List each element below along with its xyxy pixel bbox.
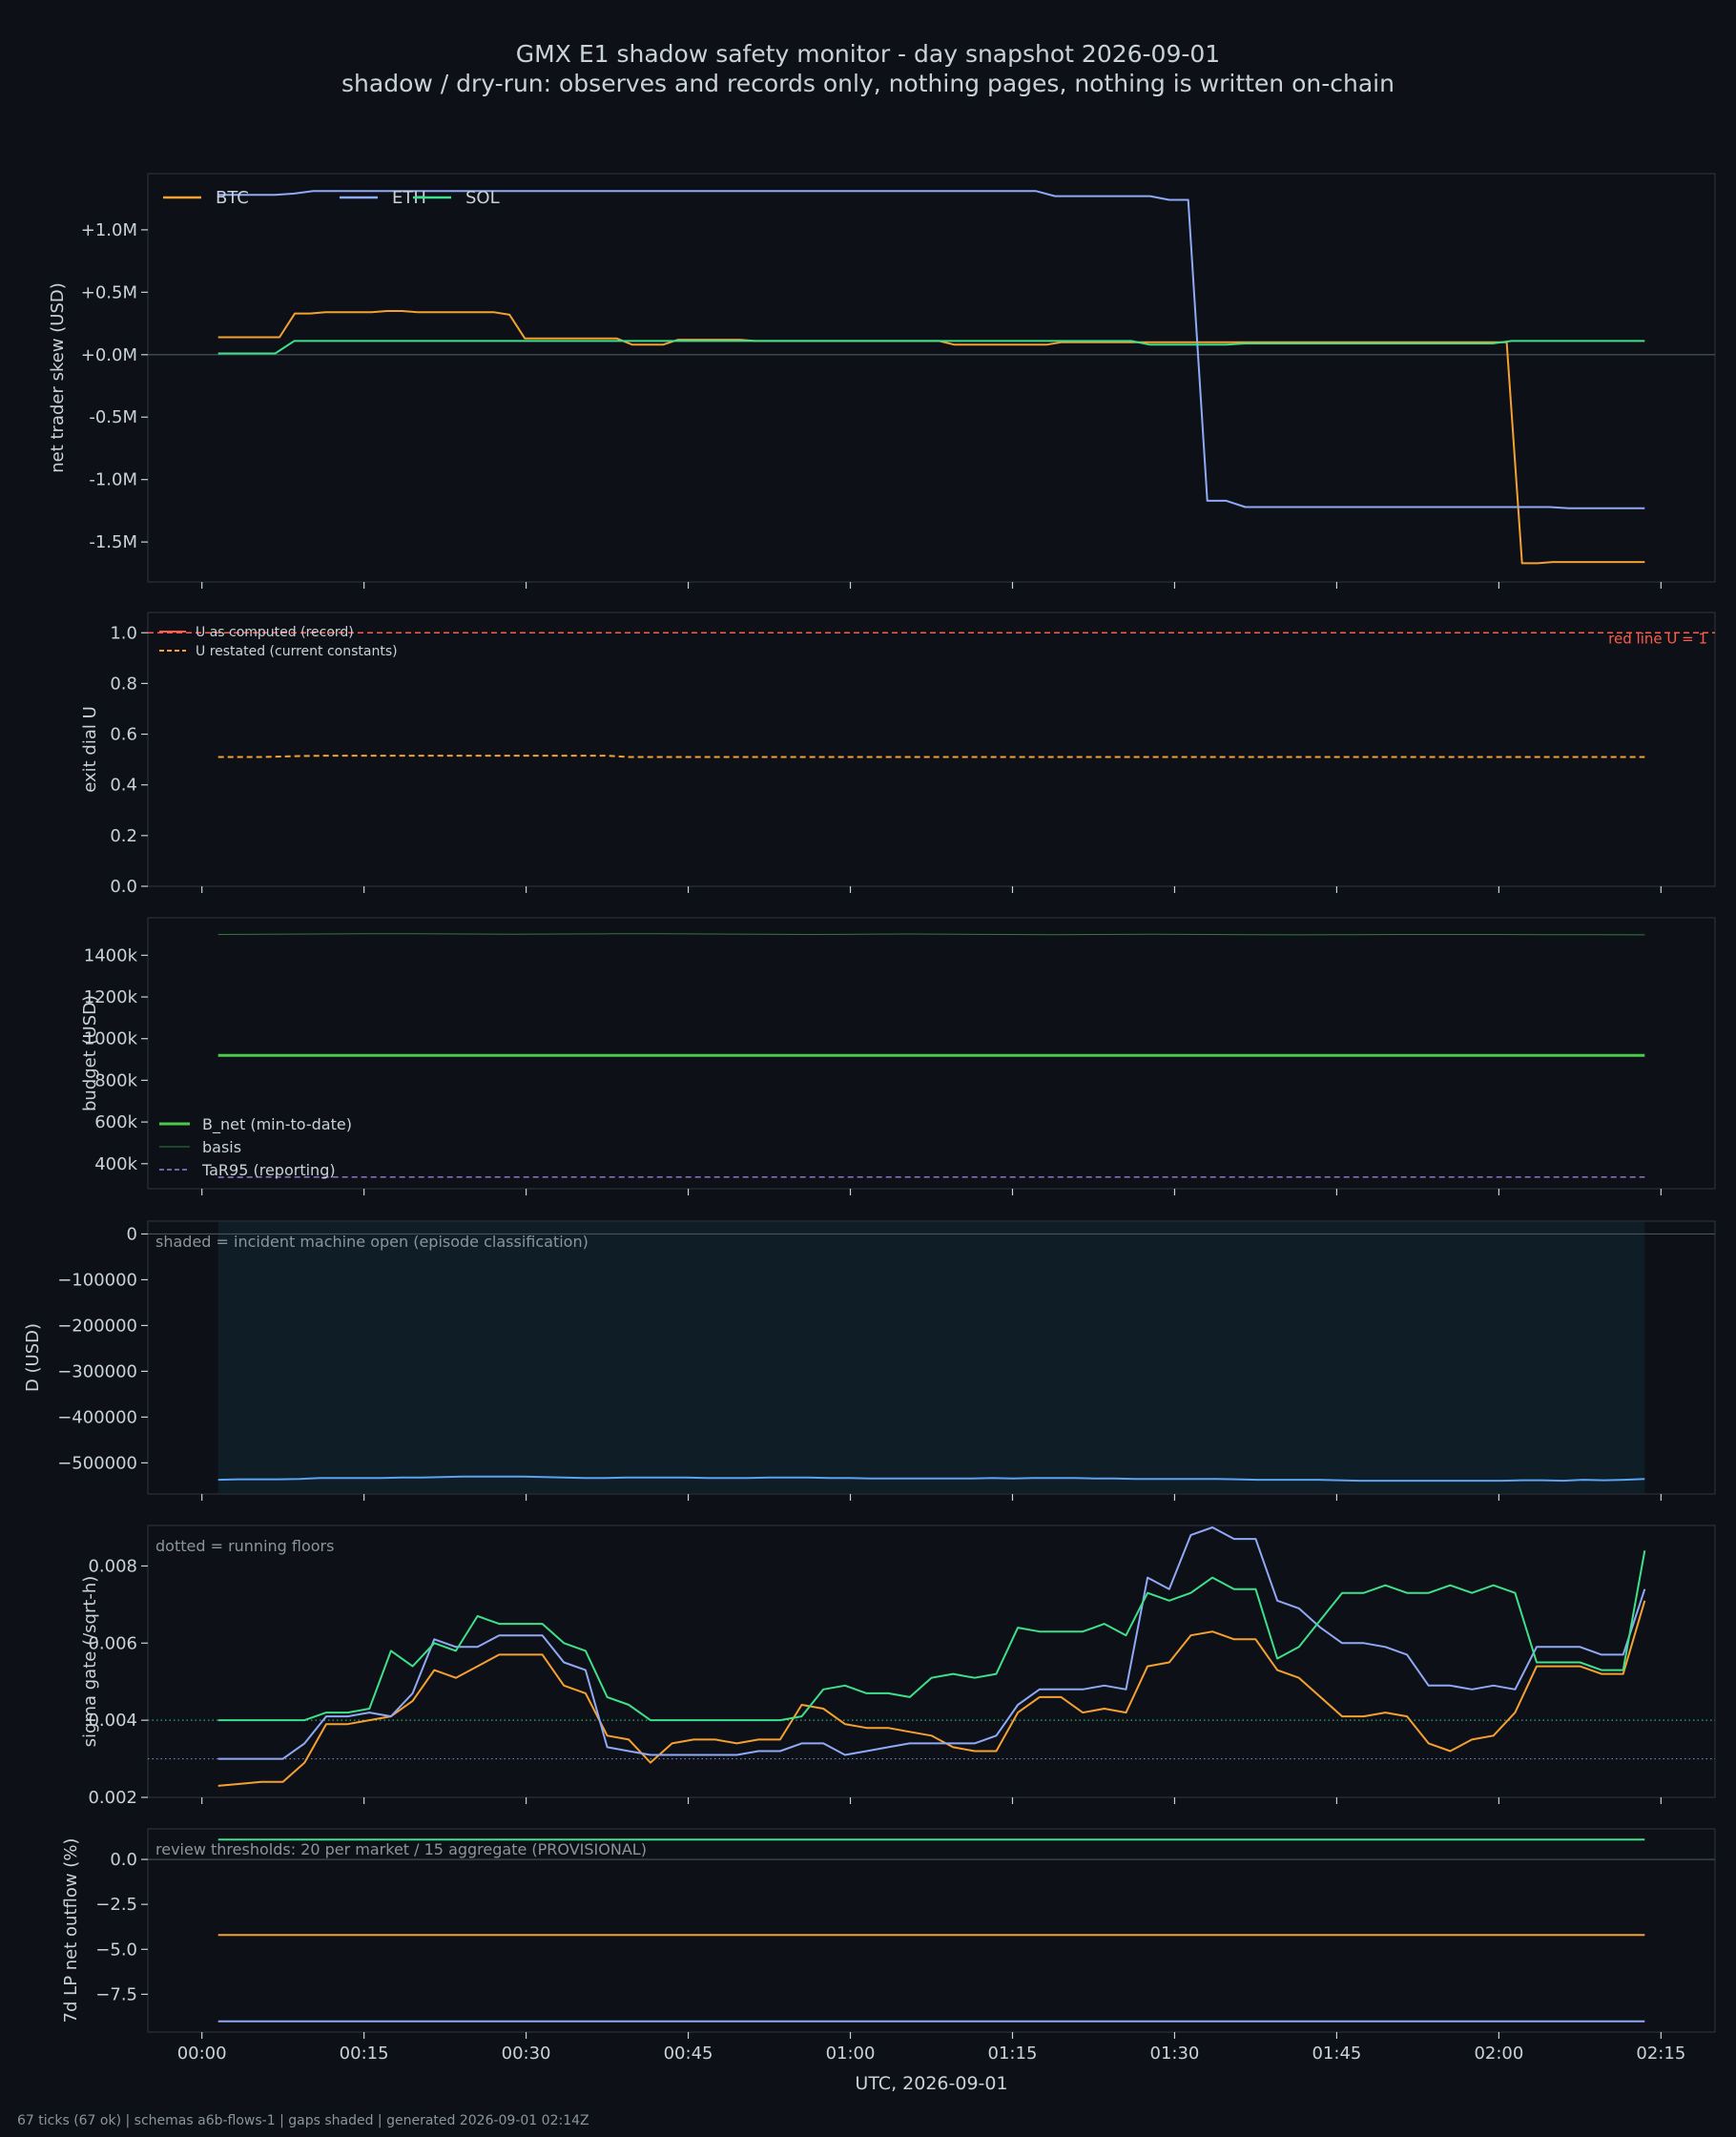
y-tick-label: −300000 (57, 1361, 137, 1381)
legend-label: B_net (min-to-date) (202, 1115, 352, 1134)
x-tick-label: 01:45 (1312, 2044, 1361, 2064)
x-tick-label: 00:30 (502, 2044, 551, 2064)
incident-shade (217, 1222, 1645, 1493)
x-tick-label: 01:30 (1150, 2044, 1200, 2064)
legend-label: U as computed (record) (196, 625, 354, 640)
y-tick-label: 0.6 (110, 725, 137, 745)
x-tick-label: 00:00 (177, 2044, 227, 2064)
y-tick-label: 0.002 (88, 1788, 137, 1808)
figure-subtitle: shadow / dry-run: observes and records o… (341, 70, 1395, 97)
y-tick-label: −400000 (57, 1407, 137, 1427)
panel-annotation: shaded = incident machine open (episode … (155, 1233, 589, 1251)
y-tick-label: 0.0 (110, 1850, 137, 1870)
y-tick-label: -0.5M (89, 407, 137, 427)
y-tick-label: -1.5M (89, 532, 137, 552)
legend-label: ETH (392, 188, 426, 208)
y-tick-label: 400k (94, 1154, 137, 1174)
figure-title: GMX E1 shadow safety monitor - day snaps… (515, 40, 1221, 68)
y-axis-label: net trader skew (USD) (48, 282, 68, 473)
panel-annotation: review thresholds: 20 per market / 15 ag… (155, 1840, 647, 1858)
y-tick-label: 1.0 (110, 623, 137, 643)
y-tick-label: +1.0M (81, 220, 137, 240)
y-tick-label: 600k (94, 1112, 137, 1132)
y-tick-label: 0.004 (88, 1711, 137, 1731)
y-axis-label: sigma gate (/sqrt-h) (80, 1576, 100, 1748)
series-line-sol (217, 340, 1645, 355)
y-tick-label: −2.5 (95, 1895, 137, 1915)
x-tick-label: 02:00 (1474, 2044, 1523, 2064)
y-tick-label: -1.0M (89, 470, 137, 490)
legend-label: TaR95 (reporting) (201, 1161, 336, 1179)
series-line-sol (217, 1550, 1646, 1722)
y-axis-label: budget (USD) (80, 995, 100, 1111)
x-tick-label: 01:00 (826, 2044, 876, 2064)
x-tick-label: 00:15 (340, 2044, 389, 2064)
y-tick-label: −500000 (57, 1453, 137, 1473)
series-line-basis (217, 933, 1645, 936)
series-line-eth (217, 1526, 1646, 1760)
y-tick-label: 0 (127, 1224, 137, 1244)
y-tick-label: 0.8 (110, 674, 137, 694)
y-tick-label: −7.5 (95, 1984, 137, 2004)
legend-label: SOL (465, 188, 500, 208)
y-tick-label: 0.006 (88, 1633, 137, 1653)
panel-frame (147, 1525, 1716, 1798)
x-tick-label: 02:15 (1636, 2044, 1685, 2064)
figure-footer: 67 ticks (67 ok) | schemas a6b-flows-1 |… (17, 2113, 589, 2128)
y-axis-label: exit dial U (80, 706, 100, 793)
legend-label: BTC (216, 188, 249, 208)
panel-frame (147, 173, 1716, 583)
red-line-label: red line U = 1 (1608, 630, 1707, 647)
panel-annotation: dotted = running floors (155, 1537, 334, 1555)
x-axis-label: UTC, 2026-09-01 (855, 2073, 1007, 2094)
y-axis-label: 7d LP net outflow (%) (61, 1838, 81, 2023)
y-tick-label: 0.0 (110, 877, 137, 897)
y-tick-label: 800k (94, 1070, 137, 1090)
y-tick-label: +0.5M (81, 282, 137, 302)
y-tick-label: 0.2 (110, 826, 137, 846)
series-line-btc (217, 1600, 1646, 1787)
legend-label: U restated (current constants) (196, 644, 398, 659)
panel-frame (147, 917, 1716, 1190)
y-tick-label: 1400k (84, 945, 138, 965)
panel-frame (147, 612, 1716, 887)
series-line-d (217, 1475, 1645, 1483)
y-tick-label: −100000 (57, 1270, 137, 1290)
y-tick-label: 1200k (84, 987, 138, 1007)
legend-label: basis (202, 1138, 241, 1156)
y-tick-label: 0.008 (88, 1556, 137, 1576)
y-tick-label: −200000 (57, 1316, 137, 1336)
y-tick-label: 1000k (84, 1029, 138, 1049)
panel-frame (147, 1828, 1716, 2033)
y-tick-label: −5.0 (95, 1940, 137, 1960)
series-line-eth (217, 190, 1645, 509)
x-tick-label: 01:15 (988, 2044, 1038, 2064)
y-tick-label: +0.0M (81, 345, 137, 365)
x-tick-label: 00:45 (664, 2044, 713, 2064)
y-tick-label: 0.4 (110, 776, 137, 796)
y-axis-label: D (USD) (23, 1323, 43, 1392)
